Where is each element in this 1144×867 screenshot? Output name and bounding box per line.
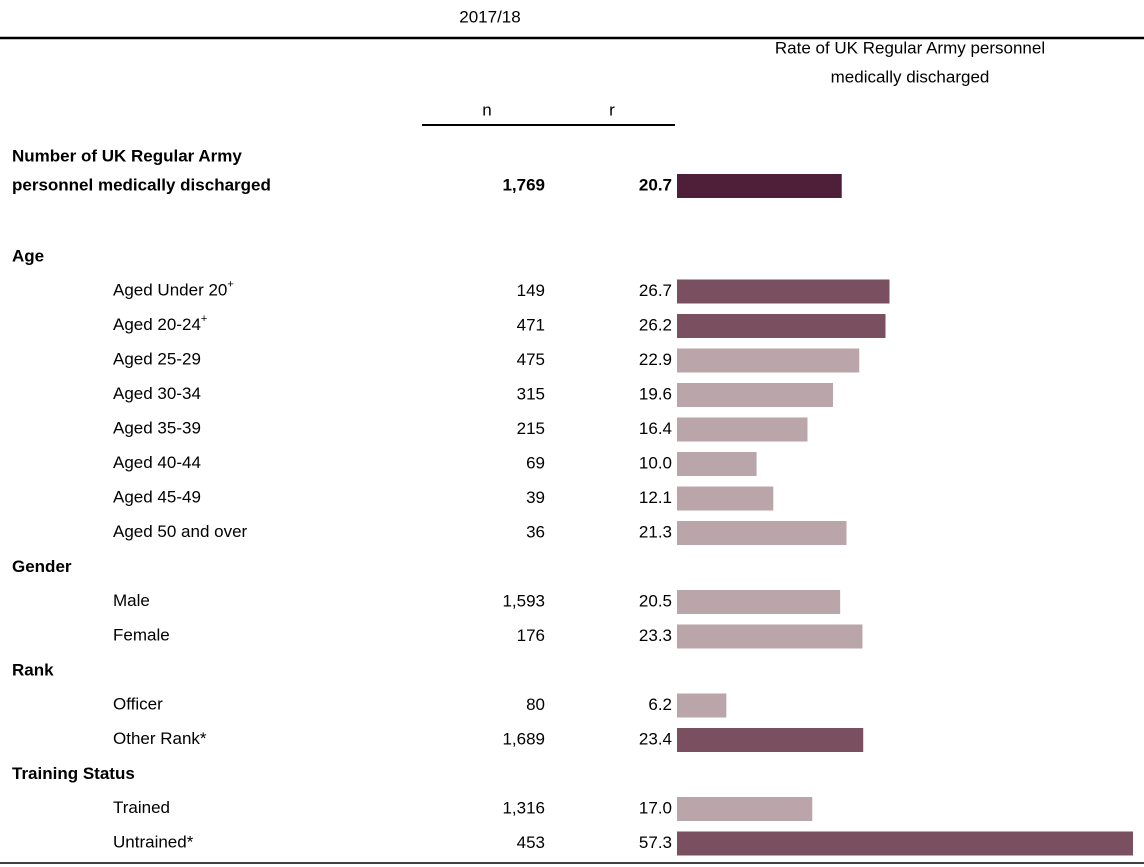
row-n: 39 <box>526 488 545 507</box>
row-label-text: Female <box>113 626 170 645</box>
row-r: 10.0 <box>639 453 672 472</box>
group-title: Rank <box>12 660 54 679</box>
row-r: 21.3 <box>639 522 672 541</box>
row-r: 17.0 <box>639 798 672 817</box>
row-n: 315 <box>517 384 545 403</box>
row-label-text: Other Rank* <box>113 729 207 748</box>
row-n: 176 <box>517 626 545 645</box>
row-label: Trained <box>113 798 170 817</box>
total-r: 20.7 <box>639 175 672 194</box>
row-r: 20.5 <box>639 591 672 610</box>
row-r: 57.3 <box>639 833 672 852</box>
rate-bar <box>677 417 808 442</box>
rate-title: medically discharged <box>831 67 990 86</box>
row-label-sup: + <box>201 313 207 325</box>
r-header: r <box>609 100 615 119</box>
rate-bar <box>677 383 833 407</box>
row-n: 215 <box>517 419 545 438</box>
group-title: Age <box>12 246 44 265</box>
row-r: 6.2 <box>648 695 672 714</box>
row-r: 12.1 <box>639 488 672 507</box>
row-label: Untrained* <box>113 833 194 852</box>
row-label: Aged 40-44 <box>113 453 201 472</box>
row-r: 26.7 <box>639 281 672 300</box>
row-r: 16.4 <box>639 419 672 438</box>
row-label-text: Aged 50 and over <box>113 522 248 541</box>
row-label: Aged 25-29 <box>113 350 201 369</box>
row-label: Other Rank* <box>113 729 207 748</box>
row-label-text: Officer <box>113 695 163 714</box>
row-n: 471 <box>517 315 545 334</box>
row-r: 23.4 <box>639 729 672 748</box>
total-label: Number of UK Regular Army <box>12 146 242 165</box>
row-n: 69 <box>526 453 545 472</box>
rate-bar <box>677 279 890 304</box>
row-label-text: Aged 20-24 <box>113 315 201 334</box>
rate-title: Rate of UK Regular Army personnel <box>775 38 1045 57</box>
row-label-text: Aged Under 20 <box>113 281 227 300</box>
row-r: 26.2 <box>639 315 672 334</box>
row-label-text: Aged 35-39 <box>113 419 201 438</box>
row-label: Aged 30-34 <box>113 384 201 403</box>
n-header: n <box>482 100 491 119</box>
row-n: 80 <box>526 695 545 714</box>
row-r: 22.9 <box>639 350 672 369</box>
row-label-text: Aged 45-49 <box>113 488 201 507</box>
row-label-text: Trained <box>113 798 170 817</box>
row-r: 19.6 <box>639 384 672 403</box>
row-label-sup: + <box>227 278 233 290</box>
rate-bar <box>677 797 813 821</box>
row-label: Male <box>113 591 150 610</box>
total-label: personnel medically discharged <box>12 175 271 194</box>
period-header: 2017/18 <box>459 7 520 26</box>
rate-bar <box>677 452 757 476</box>
total-n: 1,769 <box>502 175 545 194</box>
rate-bar <box>677 728 864 752</box>
row-label: Aged 45-49 <box>113 488 201 507</box>
row-label: Aged 20-24+ <box>113 313 207 335</box>
row-label-text: Aged 25-29 <box>113 350 201 369</box>
row-label-text: Male <box>113 591 150 610</box>
rate-bar <box>677 314 886 338</box>
rate-bar <box>677 521 847 545</box>
rate-bar <box>677 590 841 614</box>
rate-bar <box>677 348 860 373</box>
row-n: 1,689 <box>502 729 545 748</box>
rate-bar <box>677 486 774 511</box>
row-n: 1,316 <box>502 798 545 817</box>
row-label: Female <box>113 626 170 645</box>
group-title: Gender <box>12 557 72 576</box>
row-r: 23.3 <box>639 626 672 645</box>
row-n: 453 <box>517 833 545 852</box>
row-n: 1,593 <box>502 591 545 610</box>
row-label: Aged Under 20+ <box>113 278 234 300</box>
row-label: Aged 35-39 <box>113 419 201 438</box>
row-label: Officer <box>113 695 163 714</box>
row-label-text: Aged 30-34 <box>113 384 201 403</box>
row-n: 149 <box>517 281 545 300</box>
row-label: Aged 50 and over <box>113 522 248 541</box>
row-n: 475 <box>517 350 545 369</box>
row-label-text: Aged 40-44 <box>113 453 201 472</box>
rate-bar <box>677 624 863 649</box>
rate-bar <box>677 693 727 718</box>
row-n: 36 <box>526 522 545 541</box>
rate-bar <box>677 174 842 198</box>
row-label-text: Untrained* <box>113 833 194 852</box>
rate-bar <box>677 831 1133 856</box>
group-title: Training Status <box>12 764 135 783</box>
